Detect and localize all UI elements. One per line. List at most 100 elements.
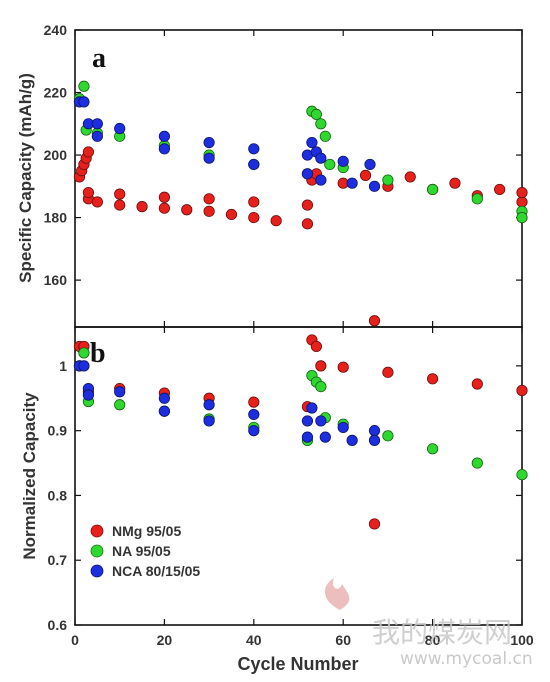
- data-point-b-s2: [248, 408, 260, 421]
- data-point-a-s0: [91, 196, 103, 208]
- data-point-a-s1: [319, 130, 331, 142]
- y-tick-label-a: 180: [44, 210, 68, 226]
- data-point-b-s0: [248, 396, 260, 408]
- data-point-a-s2: [248, 143, 260, 155]
- data-point-a-s0: [368, 315, 381, 327]
- data-point-b-s2: [78, 360, 90, 372]
- data-point-b-s1: [315, 380, 327, 393]
- flame-icon: [324, 578, 350, 610]
- data-point-a-s0: [82, 146, 95, 158]
- panel-b-frame: [74, 326, 523, 626]
- data-point-a-s1: [382, 174, 394, 186]
- data-points-layer: [73, 80, 528, 530]
- data-point-a-s0: [248, 211, 260, 224]
- data-point-b-s2: [301, 431, 314, 443]
- data-point-a-s1: [324, 158, 336, 171]
- data-point-a-s2: [91, 130, 103, 142]
- y-tick-label-b: 0.7: [48, 552, 68, 568]
- legend-label-na: NA 95/05: [112, 543, 171, 559]
- data-point-b-s1: [114, 399, 126, 411]
- x-tick-label: 100: [510, 632, 534, 648]
- data-point-a-s2: [78, 96, 90, 108]
- panel-letter-a: a: [92, 43, 106, 74]
- data-point-a-s2: [114, 122, 126, 135]
- data-point-b-s0: [382, 366, 394, 378]
- data-point-b-s2: [368, 425, 381, 437]
- data-point-b-s2: [315, 415, 327, 427]
- legend-label-nmg: NMg 95/05: [112, 523, 181, 539]
- x-tick-label: 0: [71, 632, 79, 648]
- data-point-a-s2: [368, 180, 381, 192]
- data-point-b-s1: [516, 469, 528, 481]
- data-point-b-s1: [382, 430, 394, 442]
- data-point-a-s0: [181, 204, 193, 216]
- y-tick-label-b: 1: [59, 358, 67, 374]
- data-point-a-s0: [270, 215, 282, 227]
- y-tick-label-b: 0.8: [48, 487, 68, 503]
- data-point-b-s0: [310, 340, 322, 353]
- data-point-a-s0: [359, 169, 372, 181]
- data-point-a-s0: [114, 199, 126, 211]
- data-point-b-s0: [337, 361, 349, 373]
- data-point-a-s2: [203, 136, 215, 149]
- data-point-a-s0: [114, 188, 126, 200]
- data-point-b-s2: [319, 431, 331, 443]
- legend-marker-na: [90, 544, 104, 558]
- data-point-b-s2: [301, 415, 314, 427]
- data-point-b-s2: [337, 421, 349, 434]
- data-point-a-s2: [346, 177, 358, 189]
- data-point-a-s0: [301, 199, 314, 211]
- data-point-a-s0: [158, 191, 170, 203]
- data-point-b-s2: [82, 389, 95, 401]
- y-tick-label-a: 200: [44, 147, 68, 163]
- data-point-a-s2: [91, 118, 103, 130]
- data-point-a-s2: [158, 130, 170, 142]
- data-point-a-s1: [471, 193, 483, 205]
- y-tick-label-b: 0.6: [48, 617, 68, 633]
- data-point-b-s0: [516, 384, 528, 397]
- y-tick-label-a: 240: [44, 22, 68, 38]
- data-point-b-s0: [368, 518, 381, 530]
- y-tick-label-a: 220: [44, 85, 68, 101]
- data-point-b-s2: [158, 405, 170, 417]
- legend-marker-nca: [90, 564, 104, 578]
- panel-letter-b: b: [90, 338, 106, 369]
- legend-label-nca: NCA 80/15/05: [112, 563, 200, 579]
- data-point-a-s0: [301, 218, 314, 230]
- data-point-b-s2: [346, 434, 358, 446]
- y-axis-title-bottom: Normalized Capacity: [20, 392, 39, 560]
- y-axis-title-top: Specific Capacity (mAh/g): [16, 73, 35, 283]
- data-point-a-s1: [516, 211, 528, 224]
- data-point-b-s1: [471, 457, 483, 469]
- watermark-text: 我的煤炭网: [372, 616, 512, 649]
- x-tick-label: 20: [157, 632, 173, 648]
- x-tick-label: 40: [246, 632, 262, 648]
- data-point-a-s0: [248, 196, 260, 208]
- data-point-a-s0: [449, 177, 461, 189]
- data-point-a-s1: [426, 183, 439, 196]
- watermark: 我的煤炭网 www.mycoal.cn: [324, 578, 533, 669]
- x-tick-label: 60: [335, 632, 351, 648]
- data-point-a-s0: [203, 205, 215, 217]
- data-point-b-s1: [426, 443, 439, 455]
- data-point-a-s2: [337, 155, 349, 167]
- data-point-b-s2: [203, 415, 215, 427]
- legend: NMg 95/05 NA 95/05 NCA 80/15/05: [90, 523, 200, 579]
- data-point-b-s2: [203, 399, 215, 411]
- data-point-a-s2: [315, 152, 327, 164]
- data-point-a-s0: [494, 183, 506, 196]
- x-axis-title: Cycle Number: [237, 654, 358, 674]
- data-point-a-s2: [248, 158, 260, 171]
- data-point-b-s0: [471, 378, 483, 390]
- data-point-a-s2: [306, 136, 318, 149]
- data-point-b-s2: [158, 392, 170, 404]
- y-tick-label-a: 160: [44, 272, 68, 288]
- data-point-a-s1: [310, 108, 322, 121]
- data-point-a-s0: [136, 201, 148, 213]
- data-point-a-s0: [404, 171, 416, 183]
- data-point-b-s0: [426, 373, 439, 385]
- data-point-a-s0: [516, 186, 528, 199]
- data-point-a-s2: [158, 143, 170, 155]
- data-point-a-s2: [315, 174, 327, 186]
